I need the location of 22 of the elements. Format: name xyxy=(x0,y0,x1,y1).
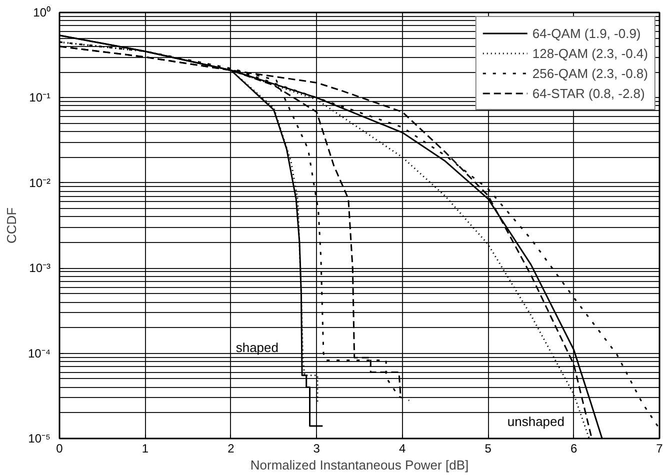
y-axis-title: CCDF xyxy=(4,207,19,244)
y-tick-label: 10⁻⁴ xyxy=(28,346,51,360)
annotation: shaped xyxy=(236,340,279,355)
y-tick-label: 10⁻⁵ xyxy=(28,432,51,446)
x-tick-label: 1 xyxy=(142,442,149,456)
x-tick-label: 0 xyxy=(56,442,64,456)
x-tick-label: 7 xyxy=(656,442,663,456)
legend-label: 128-QAM (2.3, -0.4) xyxy=(532,45,648,61)
y-tick-label: 10⁻³ xyxy=(29,261,51,276)
y-tick-label: 10⁰ xyxy=(33,6,51,20)
y-tick-label: 10⁻¹ xyxy=(29,90,51,105)
legend-label: 256-QAM (2.3, -0.8) xyxy=(532,65,648,81)
legend-label: 64-QAM (1.9, -0.9) xyxy=(532,25,641,41)
x-tick-label: 2 xyxy=(228,442,235,456)
x-tick-label: 3 xyxy=(313,442,320,456)
y-tick-label: 10⁻² xyxy=(29,176,51,190)
x-tick-label: 4 xyxy=(399,442,406,456)
x-tick-label: 6 xyxy=(570,442,578,456)
annotation: unshaped xyxy=(507,414,565,429)
x-tick-label: 5 xyxy=(484,442,492,456)
legend-label: 64-STAR (0.8, -2.8) xyxy=(532,85,645,101)
x-axis-title: Normalized Instantaneous Power [dB] xyxy=(250,458,469,472)
